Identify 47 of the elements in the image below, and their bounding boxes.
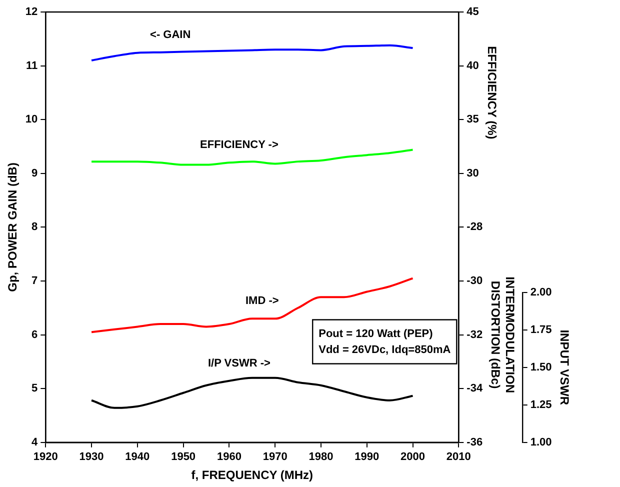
y3-tick-label: -34 (466, 382, 484, 395)
y2-tick-label: 35 (466, 114, 479, 126)
y-tick-label: 5 (32, 382, 38, 395)
y-axis-title: INPUT VSWR (558, 330, 572, 406)
y-axis-title: Gp, POWER GAIN (dB) (6, 162, 20, 292)
y-tick-label: 1.25 (530, 398, 552, 411)
y-tick-label: 4 (32, 436, 39, 448)
y3-tick-label: -32 (466, 328, 483, 341)
y-tick-label: 11 (26, 60, 38, 72)
x-tick-label: 2010 (446, 451, 471, 464)
y-tick-label: 7 (32, 275, 38, 288)
x-tick-label: 1980 (308, 451, 334, 464)
y-tick-label: 12 (25, 6, 38, 18)
x-tick-label: 1930 (79, 451, 104, 464)
x-tick-label: 1960 (216, 451, 242, 464)
x-tick-label: 1940 (125, 451, 150, 464)
y-tick-label: 9 (32, 167, 38, 180)
series-label: IMD -> (245, 295, 279, 308)
x-tick-label: 1970 (262, 451, 288, 464)
y3-tick-label: -30 (466, 275, 483, 288)
line-series (90, 376, 414, 409)
y3-tick-label: -36 (466, 436, 483, 448)
y2-tick-label: 30 (466, 167, 479, 180)
y2-tick-label: 45 (466, 6, 479, 18)
line-series (90, 148, 414, 166)
x-tick-label: 1920 (33, 451, 58, 464)
annotation: Pout = 120 Watt (PEP) (318, 328, 434, 340)
y3-axis-title: INTERMODULATION DISTORTION (dBc) (488, 276, 517, 394)
y-tick-label: 1.50 (530, 361, 552, 374)
x-axis-title: f, FREQUENCY (MHz) (191, 468, 314, 482)
annotation: Vdd = 26VDc, Idq=850mA (318, 344, 451, 356)
x-tick-label: 2000 (400, 451, 426, 464)
y-tick-label: 10 (25, 114, 38, 126)
line-series (90, 44, 414, 62)
x-tick-label: 1990 (354, 451, 380, 464)
y2-axis-title: EFFICIENCY (%) (484, 46, 499, 140)
y-tick-label: 1.00 (530, 436, 552, 448)
y-tick-label: 8 (32, 221, 38, 234)
series-label: EFFICIENCY -> (200, 139, 278, 152)
y-tick-label: 6 (32, 328, 38, 341)
y3-tick-label: -28 (466, 221, 483, 234)
series-label: <- GAIN (150, 28, 191, 41)
series-label: I/P VSWR -> (208, 357, 270, 370)
y2-tick-label: 40 (466, 60, 479, 72)
y-tick-label: 2.00 (530, 286, 552, 298)
x-tick-label: 1950 (171, 451, 196, 464)
y-tick-label: 1.75 (530, 324, 552, 336)
